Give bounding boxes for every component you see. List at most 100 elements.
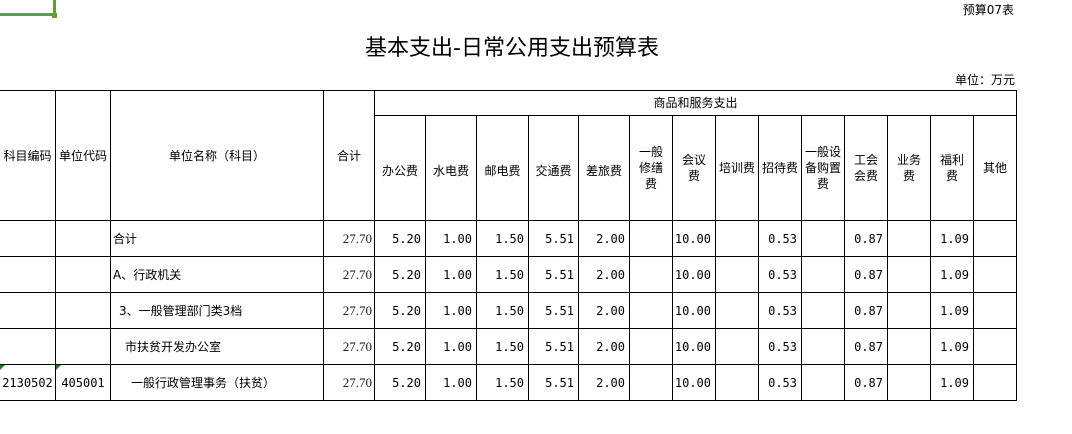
item-value-cell[interactable]: 1.50 [476, 328, 529, 365]
item-value-cell[interactable]: 0.53 [758, 328, 802, 365]
item-value-cell[interactable] [801, 256, 845, 293]
item-value-cell[interactable] [801, 220, 845, 257]
total-cell[interactable]: 27.70 [323, 256, 375, 293]
item-value-cell[interactable]: 2.00 [578, 292, 630, 329]
item-value-cell[interactable] [629, 364, 673, 401]
item-value-cell[interactable]: 5.51 [528, 328, 579, 365]
item-value-cell[interactable] [715, 292, 759, 329]
item-value-cell[interactable] [887, 328, 931, 365]
item-value-cell[interactable]: 5.20 [374, 364, 426, 401]
item-value-cell[interactable]: 1.00 [425, 220, 477, 257]
item-value-cell[interactable] [973, 328, 1017, 365]
item-value-cell[interactable] [973, 256, 1017, 293]
fill-handle[interactable] [52, 13, 57, 18]
item-value-cell[interactable]: 0.87 [844, 328, 888, 365]
item-value-cell[interactable] [629, 328, 673, 365]
item-value-cell[interactable]: 5.51 [528, 220, 579, 257]
unit-name-cell[interactable]: 合计 [110, 220, 324, 257]
item-value-cell[interactable] [887, 364, 931, 401]
item-value-cell[interactable]: 0.53 [758, 292, 802, 329]
item-value-cell[interactable]: 5.20 [374, 328, 426, 365]
item-value-cell[interactable]: 10.00 [672, 256, 716, 293]
header-item-cell: 交通费 [528, 115, 579, 221]
item-value-cell[interactable] [887, 220, 931, 257]
unit-name-cell[interactable]: 3、一般管理部门类3档 [110, 292, 324, 329]
item-value-cell[interactable]: 5.20 [374, 292, 426, 329]
item-value-cell[interactable]: 0.53 [758, 220, 802, 257]
item-value-cell[interactable] [887, 256, 931, 293]
subject-code-cell[interactable] [0, 220, 56, 257]
item-value-cell[interactable] [715, 364, 759, 401]
item-value-cell[interactable]: 2.00 [578, 328, 630, 365]
item-value-cell[interactable]: 10.00 [672, 220, 716, 257]
item-value-cell[interactable]: 2.00 [578, 220, 630, 257]
item-value-cell[interactable] [973, 292, 1017, 329]
header-item: 交通费 [535, 164, 572, 178]
header-unit-name: 单位名称（科目） [110, 90, 324, 221]
item-value-cell[interactable] [887, 292, 931, 329]
item-value-cell[interactable] [715, 220, 759, 257]
table-row: 市扶贫开发办公室 27.70 5.20 1.00 1.50 5.51 2.00 10.00 0.… [0, 328, 1017, 365]
subject-code-cell[interactable] [0, 292, 56, 329]
item-value-cell[interactable]: 2.00 [578, 256, 630, 293]
item-value-cell[interactable]: 10.00 [672, 292, 716, 329]
unit-code-cell[interactable] [55, 328, 111, 365]
item-value-cell[interactable]: 5.51 [528, 256, 579, 293]
item-value-cell[interactable]: 1.00 [425, 364, 477, 401]
item-value-cell[interactable] [973, 364, 1017, 401]
item-value-cell[interactable]: 1.00 [425, 256, 477, 293]
unit-code-cell[interactable]: 405001 [55, 364, 111, 401]
item-value-cell[interactable]: 0.87 [844, 220, 888, 257]
item-value-cell[interactable]: 5.51 [528, 292, 579, 329]
header-item: 办公费 [381, 164, 418, 178]
item-value-cell[interactable] [715, 328, 759, 365]
item-value-cell[interactable]: 0.87 [844, 256, 888, 293]
item-value-cell[interactable] [973, 220, 1017, 257]
item-value-cell[interactable]: 0.53 [758, 256, 802, 293]
item-value-cell[interactable]: 1.50 [476, 220, 529, 257]
budget-table: 科目编码 单位代码 单位名称（科目） 合计 商品和服务支出 办公费 水电费 邮电费交… [0, 90, 1017, 401]
item-value-cell[interactable]: 2.00 [578, 364, 630, 401]
header-item: 业务费 [897, 153, 922, 183]
unit-label: 单位：万元 [954, 73, 1015, 87]
item-value-cell[interactable] [629, 292, 673, 329]
item-value-cell[interactable]: 0.53 [758, 364, 802, 401]
item-value-cell[interactable]: 1.50 [476, 256, 529, 293]
subject-code-cell[interactable]: 2130502 [0, 364, 56, 401]
item-value-cell[interactable]: 1.00 [425, 328, 477, 365]
item-value-cell[interactable]: 0.87 [844, 292, 888, 329]
item-value-cell[interactable]: 1.09 [930, 256, 974, 293]
item-value-cell[interactable]: 10.00 [672, 328, 716, 365]
item-value-cell[interactable] [629, 220, 673, 257]
item-value-cell[interactable]: 0.87 [844, 364, 888, 401]
unit-name-cell[interactable]: 一般行政管理事务（扶贫） [110, 364, 324, 401]
total-cell[interactable]: 27.70 [323, 328, 375, 365]
item-value-cell[interactable]: 1.50 [476, 364, 529, 401]
unit-code-cell[interactable] [55, 220, 111, 257]
subject-code-cell[interactable] [0, 328, 56, 365]
item-value-cell[interactable]: 1.09 [930, 328, 974, 365]
item-value-cell[interactable]: 5.20 [374, 220, 426, 257]
unit-code-cell[interactable] [55, 292, 111, 329]
unit-name-cell[interactable]: 市扶贫开发办公室 [110, 328, 324, 365]
item-value-cell[interactable]: 1.09 [930, 364, 974, 401]
item-value-cell[interactable]: 5.20 [374, 256, 426, 293]
item-value-cell[interactable]: 5.51 [528, 364, 579, 401]
total-cell[interactable]: 27.70 [323, 364, 375, 401]
total-cell[interactable]: 27.70 [323, 220, 375, 257]
item-value-cell[interactable]: 1.09 [930, 220, 974, 257]
unit-name-cell[interactable]: A、行政机关 [110, 256, 324, 293]
unit-code-cell[interactable] [55, 256, 111, 293]
total-cell[interactable]: 27.70 [323, 292, 375, 329]
item-value-cell[interactable] [801, 328, 845, 365]
header-subject-code: 科目编码 [0, 90, 56, 221]
item-value-cell[interactable]: 10.00 [672, 364, 716, 401]
item-value-cell[interactable] [801, 364, 845, 401]
item-value-cell[interactable] [629, 256, 673, 293]
item-value-cell[interactable]: 1.50 [476, 292, 529, 329]
item-value-cell[interactable]: 1.00 [425, 292, 477, 329]
item-value-cell[interactable] [801, 292, 845, 329]
subject-code-cell[interactable] [0, 256, 56, 293]
item-value-cell[interactable]: 1.09 [930, 292, 974, 329]
item-value-cell[interactable] [715, 256, 759, 293]
